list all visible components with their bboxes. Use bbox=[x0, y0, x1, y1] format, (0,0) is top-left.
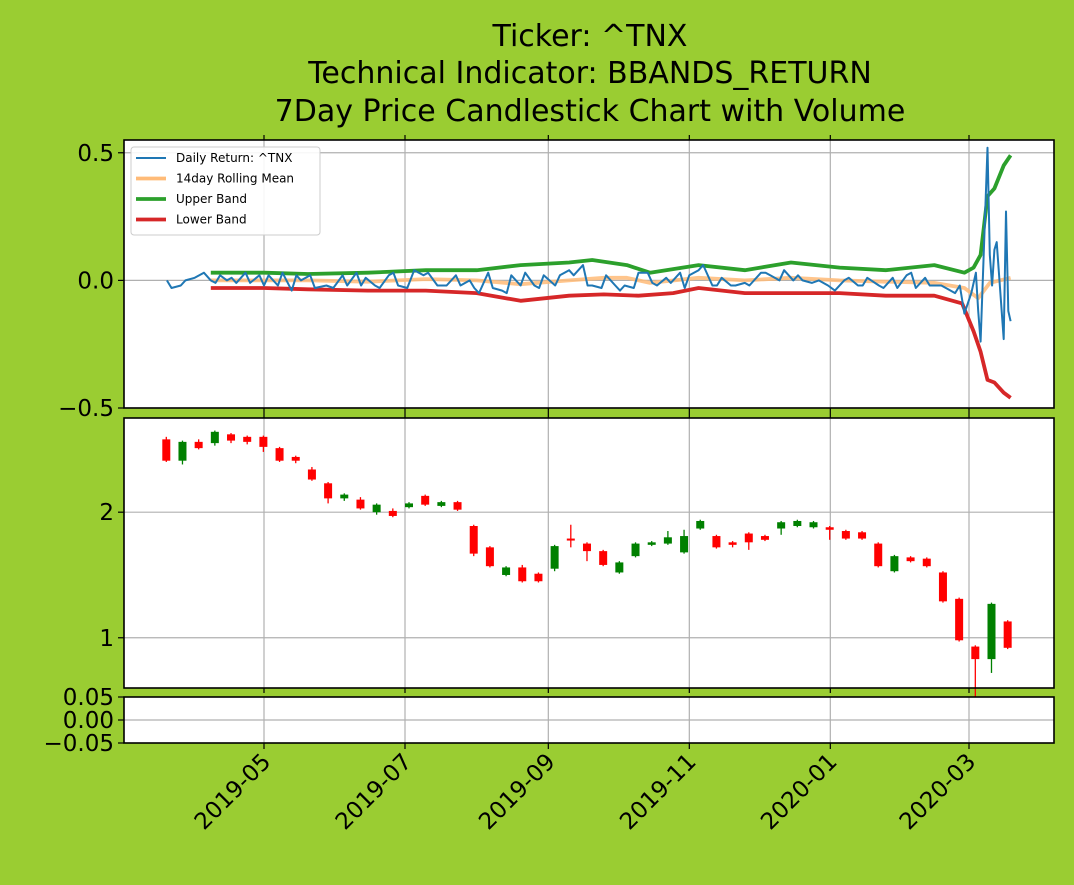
candle-body bbox=[550, 546, 559, 569]
chart-title-description: 7Day Price Candlestick Chart with Volume bbox=[275, 94, 906, 129]
candle-body bbox=[777, 522, 786, 529]
x-tick-label: 2020-03 bbox=[895, 749, 981, 835]
volume-panel: 0.050.00−0.05 2019-05 2019-07 2019-09 2019-… bbox=[44, 685, 1055, 835]
candle-body bbox=[858, 532, 867, 539]
candle-body bbox=[631, 543, 640, 557]
candle-body bbox=[696, 520, 705, 529]
candle-body bbox=[728, 542, 737, 545]
candle-body bbox=[615, 562, 624, 573]
price-y-tick-label: 1 bbox=[99, 626, 114, 652]
candle-body bbox=[162, 439, 171, 461]
returns-panel: 0.5 0.0 −0.5 Daily Return: ^TNX 14day Rolli… bbox=[58, 135, 1055, 422]
candle-body bbox=[744, 533, 753, 543]
x-axis: 2019-05 2019-07 2019-09 2019-11 2020-01 2020-… bbox=[190, 743, 981, 835]
price-y-axis: 21 bbox=[99, 500, 124, 652]
candle-body bbox=[680, 536, 689, 553]
returns-y-tick-label: −0.5 bbox=[58, 396, 114, 422]
candle-body bbox=[955, 598, 964, 641]
candle-body bbox=[582, 543, 591, 552]
returns-y-axis: 0.5 0.0 −0.5 bbox=[58, 141, 124, 422]
candle-body bbox=[307, 469, 316, 480]
candle-body bbox=[388, 510, 397, 516]
candle-body bbox=[178, 441, 187, 461]
volume-y-tick-label: 0.00 bbox=[63, 708, 114, 734]
candle-body bbox=[356, 499, 365, 509]
legend-label: Upper Band bbox=[176, 192, 247, 206]
x-tick-label: 2019-11 bbox=[615, 749, 701, 835]
rolling-mean-line bbox=[210, 275, 1012, 301]
candle-body bbox=[793, 520, 802, 526]
candle-body bbox=[324, 483, 333, 499]
candle-body bbox=[922, 558, 931, 567]
candle-body bbox=[534, 573, 543, 582]
candle-body bbox=[890, 556, 899, 572]
x-tick-label: 2019-05 bbox=[190, 749, 276, 835]
candle-body bbox=[1003, 621, 1012, 648]
returns-frame bbox=[123, 139, 1055, 409]
candle-body bbox=[760, 536, 769, 540]
candle-body bbox=[663, 537, 672, 544]
candle-body bbox=[259, 436, 268, 447]
candle-body bbox=[987, 603, 996, 660]
candle-body bbox=[291, 456, 300, 461]
price-plot-area bbox=[124, 418, 1054, 688]
candle-body bbox=[194, 441, 203, 449]
returns-y-tick-label: 0.5 bbox=[77, 141, 114, 167]
candle-body bbox=[809, 522, 818, 528]
price-candles bbox=[162, 430, 1012, 701]
candle-body bbox=[971, 646, 980, 660]
returns-series bbox=[166, 146, 1013, 400]
volume-y-tick-label: 0.05 bbox=[63, 685, 114, 711]
chart-title-indicator: Technical Indicator: BBANDS_RETURN bbox=[307, 56, 872, 91]
chart-title-ticker: Ticker: ^TNX bbox=[492, 19, 688, 54]
legend-box bbox=[130, 146, 321, 236]
daily-return-line bbox=[166, 146, 1012, 343]
candle-body bbox=[469, 526, 478, 554]
volume-grid bbox=[124, 697, 1054, 743]
x-tick-label: 2019-07 bbox=[331, 749, 417, 835]
candle-body bbox=[712, 536, 721, 548]
candle-body bbox=[340, 494, 349, 499]
price-x-ticks bbox=[263, 413, 970, 693]
legend-label: 14day Rolling Mean bbox=[176, 172, 294, 186]
legend-label: Daily Return: ^TNX bbox=[176, 151, 292, 165]
candle-body bbox=[485, 547, 494, 567]
candle-body bbox=[275, 448, 284, 461]
x-tick-label: 2019-09 bbox=[474, 749, 560, 835]
price-y-tick-label: 2 bbox=[99, 500, 114, 526]
legend-label: Lower Band bbox=[176, 213, 247, 227]
price-frame bbox=[123, 417, 1055, 689]
candle-body bbox=[421, 495, 430, 505]
x-tick-label: 2020-01 bbox=[756, 749, 842, 835]
candle-body bbox=[210, 431, 219, 444]
candle-body bbox=[437, 502, 446, 506]
price-grid bbox=[124, 418, 1054, 688]
volume-y-tick-label: −0.05 bbox=[44, 731, 114, 757]
volume-y-axis: 0.050.00−0.05 bbox=[44, 685, 124, 757]
candle-body bbox=[453, 502, 462, 510]
lower-band-line bbox=[210, 286, 1012, 400]
candle-body bbox=[243, 436, 252, 442]
candle-body bbox=[227, 434, 236, 441]
candle-body bbox=[502, 567, 511, 575]
returns-y-tick-label: 0.0 bbox=[77, 268, 114, 294]
candle-body bbox=[647, 542, 656, 545]
candle-body bbox=[566, 538, 575, 541]
candle-body bbox=[599, 551, 608, 565]
candle-body bbox=[841, 531, 850, 539]
legend: Daily Return: ^TNX 14day Rolling Mean Uppe… bbox=[130, 146, 321, 236]
candle-body bbox=[906, 557, 915, 562]
candle-body bbox=[372, 504, 381, 513]
candle-body bbox=[938, 572, 947, 602]
price-panel: 21 bbox=[99, 413, 1055, 701]
candle-body bbox=[825, 527, 834, 530]
candle-body bbox=[874, 543, 883, 567]
candle-body bbox=[518, 567, 527, 582]
candle-body bbox=[405, 503, 413, 508]
returns-x-ticks bbox=[263, 135, 970, 413]
